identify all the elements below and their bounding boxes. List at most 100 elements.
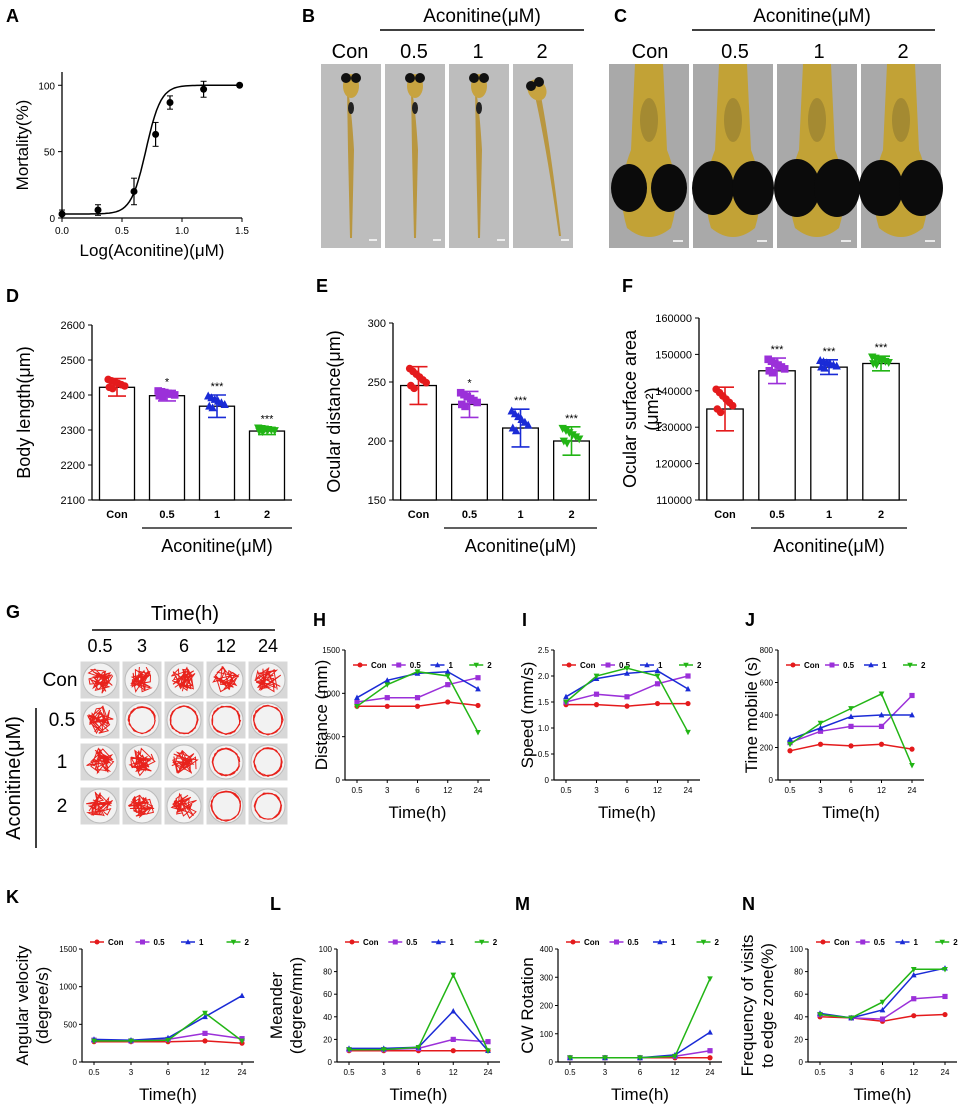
y-axis-label: Body length(μm) <box>14 346 34 478</box>
data-point <box>909 692 915 699</box>
x-tick-label: 2 <box>878 509 884 521</box>
y-tick-label: 1.0 <box>538 724 550 733</box>
x-tick-label: 1 <box>517 509 523 521</box>
photo-label-b-2: 2 <box>536 41 547 63</box>
time-header-g: Time(h) <box>151 603 219 625</box>
significance-label: *** <box>823 346 837 358</box>
panel-label-L: L <box>270 894 281 914</box>
x-tick-label: 12 <box>909 1068 918 1077</box>
photo-label-c-0-5: 0.5 <box>721 41 749 63</box>
x-tick-label: 0.5 <box>159 509 174 521</box>
legend-swatch-marker <box>94 939 100 945</box>
bar <box>198 405 236 501</box>
data-point <box>108 384 117 393</box>
data-point <box>780 365 789 373</box>
row-label: 1 <box>57 752 68 773</box>
y-axis-label-unit: (μm²) <box>642 387 662 430</box>
data-point <box>563 699 569 706</box>
data-point <box>562 439 572 448</box>
legend-swatch-marker <box>479 939 485 945</box>
x-tick-label: 0.5 <box>88 1068 100 1077</box>
data-point <box>568 431 577 440</box>
x-axis-label: Log(Aconitine)(μM) <box>80 241 225 260</box>
data-point <box>450 1036 456 1042</box>
photo-label-b-0-5: 0.5 <box>400 41 428 63</box>
significance-label: *** <box>875 342 889 354</box>
x-tick-label: 0.5 <box>564 1068 576 1077</box>
y-tick-label: 200 <box>368 436 386 448</box>
chart-d-body-length: 2100 2200 2300 2400 2500 2600 Con * 0.5 *** 1 *** 2 A… <box>14 320 292 556</box>
legend-swatch-marker <box>683 662 689 668</box>
data-point <box>685 685 691 692</box>
panel-label-F: F <box>622 276 633 296</box>
legend-label: 1 <box>199 938 204 947</box>
swim-track <box>87 668 114 694</box>
x-axis-label: Time(h) <box>139 1085 197 1104</box>
y-tick-label: 120000 <box>655 459 692 471</box>
data-point <box>202 1030 208 1036</box>
larva-eye <box>405 73 415 83</box>
x-tick-label: 0.5 <box>462 509 477 521</box>
swim-track <box>211 705 242 736</box>
data-point <box>152 130 160 138</box>
x-tick-label: 3 <box>594 786 599 795</box>
legend-label: 2 <box>921 661 926 670</box>
data-point <box>354 703 360 710</box>
data-point <box>475 729 481 736</box>
data-point <box>768 368 777 377</box>
legend-label: 2 <box>697 661 702 670</box>
data-point <box>884 358 893 367</box>
swim-track <box>211 747 241 777</box>
data-point <box>879 1006 886 1013</box>
y-tick-label: 2500 <box>61 355 85 367</box>
data-point <box>220 399 229 408</box>
time-label: 12 <box>216 636 236 656</box>
data-point <box>602 1055 608 1061</box>
data-point <box>654 681 661 687</box>
data-point <box>558 424 567 433</box>
swim-track <box>127 706 156 735</box>
y-tick-label: 1500 <box>59 945 77 954</box>
y-tick-label: 160000 <box>655 313 692 325</box>
legend-swatch-marker <box>230 939 237 945</box>
x-tick-label: 12 <box>671 1068 680 1077</box>
data-point <box>942 1011 948 1018</box>
panel-b-photos: Aconitine(μM) Con 0.5 1 2 <box>321 6 584 248</box>
legend-label: 2 <box>953 938 958 947</box>
data-point <box>461 402 469 411</box>
significance-label: * <box>467 377 472 389</box>
y-tick-label: 100 <box>540 1030 554 1039</box>
legend-label: 1 <box>450 938 455 947</box>
aconitine-header-c: Aconitine(μM) <box>753 6 871 27</box>
y-tick-label: 100 <box>38 81 55 92</box>
y-axis-label: to edge zone(%) <box>758 943 777 1068</box>
legend-label: 0.5 <box>843 661 855 670</box>
y-tick-label: 400 <box>540 945 554 954</box>
x-tick-label: 3 <box>849 1068 854 1077</box>
data-point <box>820 363 829 372</box>
legend-label: Con <box>108 938 124 947</box>
data-point <box>208 403 217 412</box>
data-point <box>848 723 854 729</box>
data-point <box>200 85 208 93</box>
x-tick-label: 24 <box>941 1068 950 1077</box>
legend-swatch-marker <box>700 939 707 945</box>
data-point <box>270 427 279 436</box>
legend-swatch-marker <box>473 662 479 668</box>
data-point <box>593 691 600 697</box>
larva-body <box>535 96 561 236</box>
data-point <box>422 378 431 387</box>
y-tick-label: 2600 <box>61 320 85 332</box>
x-axis-label: Time(h) <box>598 803 656 822</box>
data-point <box>878 691 885 697</box>
time-label: 0.5 <box>87 636 112 656</box>
data-point <box>848 706 854 712</box>
y-tick-label: 20 <box>794 1035 803 1044</box>
data-point <box>911 1013 917 1019</box>
x-tick-label: 24 <box>706 1068 715 1077</box>
x-axis-label: Time(h) <box>390 1085 448 1104</box>
data-point <box>450 1048 456 1054</box>
swim-track <box>210 790 242 822</box>
data-point <box>384 677 391 683</box>
